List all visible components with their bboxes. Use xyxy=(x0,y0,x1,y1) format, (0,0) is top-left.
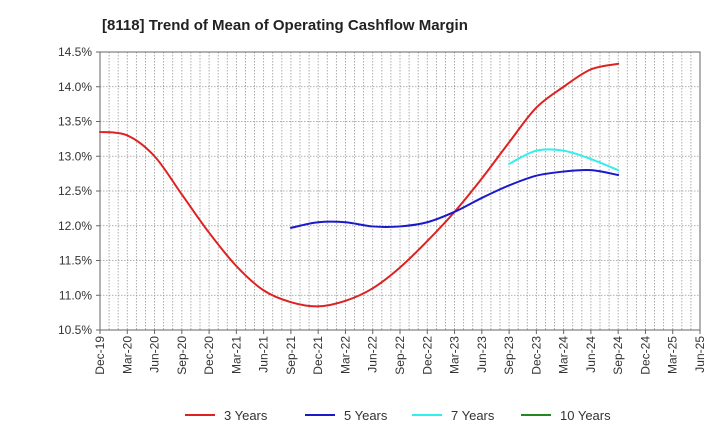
x-tick-label: Dec-19 xyxy=(93,336,107,375)
y-tick-label: 14.5% xyxy=(58,45,92,59)
x-tick-label: Jun-23 xyxy=(475,336,489,373)
y-tick-label: 11.5% xyxy=(59,254,92,268)
x-tick-label: Dec-23 xyxy=(529,336,543,375)
x-tick-label: Sep-20 xyxy=(175,336,189,375)
x-tick-label: Mar-20 xyxy=(120,336,134,374)
legend-label-10-years: 10 Years xyxy=(560,408,611,423)
x-tick-label: Sep-23 xyxy=(502,336,516,375)
y-axis: 10.5% 11.0% 11.5% 12.0% 12.5% 13.0% 13.5% 14.0%… xyxy=(58,45,100,337)
y-tick-label: 14.0% xyxy=(58,80,92,94)
series-line-7-years xyxy=(508,148,620,172)
x-tick-label: Mar-21 xyxy=(229,336,243,374)
x-axis: Dec-19 Mar-20 Jun-20 Sep-20 Dec-20 Mar-21 Jun-… xyxy=(93,330,707,375)
y-tick-label: 10.5% xyxy=(58,323,92,337)
x-tick-label: Mar-22 xyxy=(338,336,352,374)
legend-label-5-years: 5 Years xyxy=(344,408,388,423)
x-tick-label: Mar-24 xyxy=(557,336,571,374)
legend-label-7-years: 7 Years xyxy=(451,408,495,423)
x-tick-label: Jun-22 xyxy=(366,336,380,373)
x-tick-label: Dec-22 xyxy=(420,336,434,375)
legend: 3 Years 5 Years 7 Years 10 Years xyxy=(185,408,611,423)
y-tick-label: 13.0% xyxy=(58,149,92,163)
series-line-3-years xyxy=(99,62,620,308)
x-tick-label: Mar-23 xyxy=(448,336,462,374)
x-tick-label: Jun-25 xyxy=(693,336,707,373)
chart-title: [8118] Trend of Mean of Operating Cashfl… xyxy=(102,17,468,34)
x-tick-label: Jun-21 xyxy=(257,336,271,373)
gridlines xyxy=(99,51,701,331)
x-tick-label: Jun-24 xyxy=(584,336,598,373)
series-lines xyxy=(99,62,620,308)
series-line-5-years xyxy=(289,168,620,229)
y-tick-label: 11.0% xyxy=(59,288,92,302)
x-tick-label: Dec-24 xyxy=(638,336,652,375)
y-tick-label: 12.0% xyxy=(58,219,92,233)
x-tick-label: Dec-20 xyxy=(202,336,216,375)
x-tick-label: Mar-25 xyxy=(666,336,680,374)
y-tick-label: 12.5% xyxy=(58,184,92,198)
x-tick-label: Sep-24 xyxy=(611,336,625,375)
x-tick-label: Sep-22 xyxy=(393,336,407,375)
y-tick-label: 13.5% xyxy=(58,115,92,129)
x-tick-label: Dec-21 xyxy=(311,336,325,375)
x-tick-label: Jun-20 xyxy=(148,336,162,373)
legend-label-3-years: 3 Years xyxy=(224,408,268,423)
x-tick-label: Sep-21 xyxy=(284,336,298,375)
